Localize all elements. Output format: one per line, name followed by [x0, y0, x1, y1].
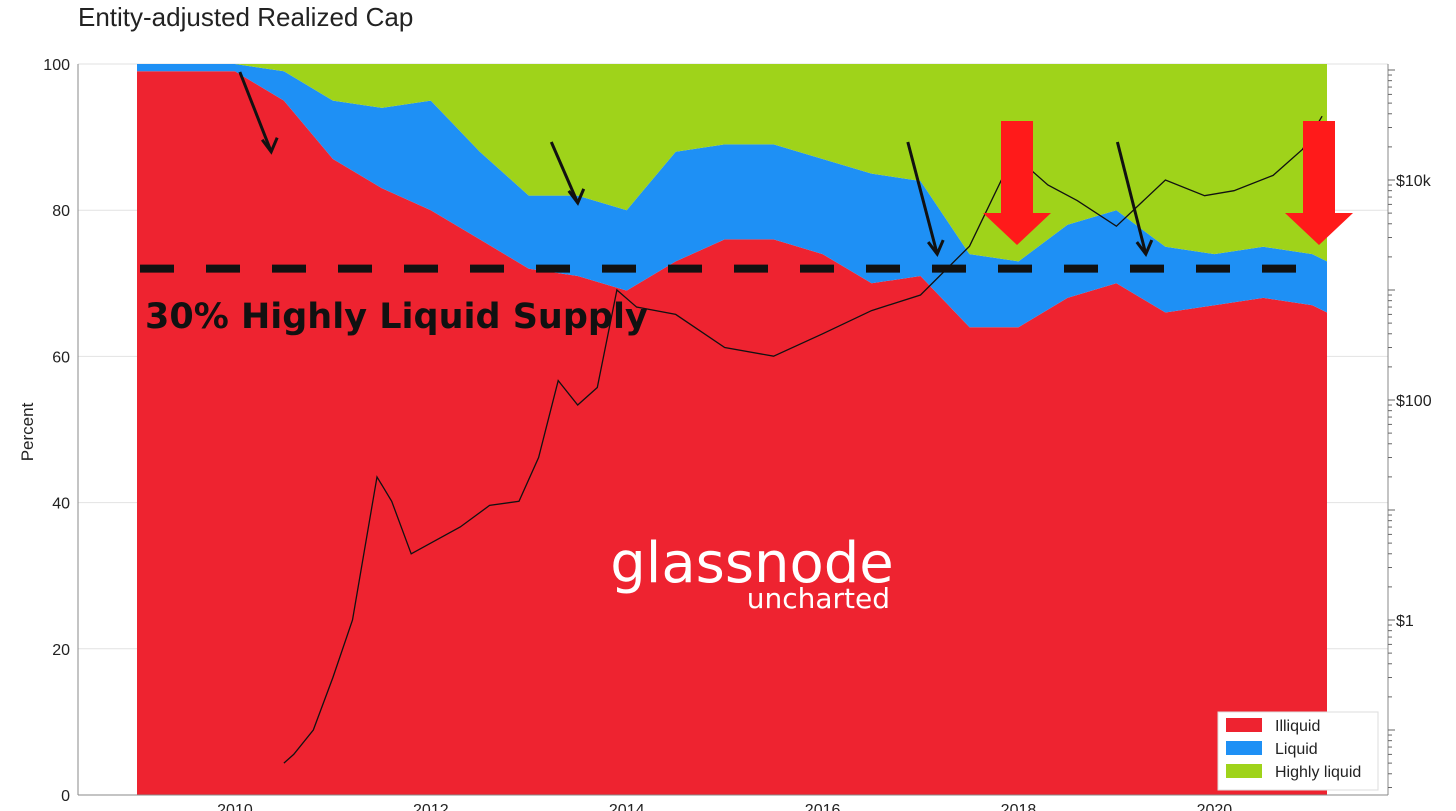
x-tick-label: 2014 [609, 802, 645, 811]
annotation-arrow [238, 71, 273, 153]
annotation-arrowhead [1135, 239, 1154, 258]
area-liquid [137, 64, 1327, 328]
big-red-down-arrow [983, 121, 1051, 245]
y-tick-label: 0 [61, 788, 70, 805]
annotation-arrow [906, 141, 939, 255]
annotation-arrow [1115, 141, 1148, 255]
big-red-down-arrow [1285, 121, 1353, 245]
legend-swatch [1226, 741, 1262, 755]
y-tick-label: 40 [52, 496, 70, 513]
y-tick-label: 20 [52, 642, 70, 659]
y-axis-label: Percent [18, 402, 37, 461]
area-illiquid [137, 71, 1327, 796]
annotation-highly-liquid-supply: 30% Highly Liquid Supply [145, 297, 648, 337]
annotation-arrowhead [260, 137, 279, 155]
x-tick-label: 2012 [413, 802, 449, 811]
legend-label: Highly liquid [1275, 764, 1361, 781]
right-tick-label: $100 [1396, 393, 1432, 410]
axes: 0 20 40 60 80 100 2010 2012 2014 2016 2018 2020 $1 $1… [43, 57, 1431, 811]
chart-title: Entity-adjusted Realized Cap [78, 2, 414, 32]
annotation-arrowhead [567, 188, 586, 206]
right-tick-label: $10k [1396, 173, 1432, 190]
legend: Illiquid Liquid Highly liquid [1217, 711, 1379, 791]
legend-label: Liquid [1275, 741, 1318, 758]
x-tick-label: 2016 [805, 802, 841, 811]
price-line-layer [283, 115, 1323, 764]
x-tick-label: 2020 [1197, 802, 1233, 811]
annotation-arrow [549, 141, 580, 204]
annotation-arrowhead [926, 239, 945, 258]
right-tick-label: $1 [1396, 613, 1414, 630]
stacked-areas [137, 64, 1327, 796]
legend-swatch [1226, 718, 1262, 732]
y-tick-label: 60 [52, 349, 70, 366]
big-red-arrows-layer [983, 121, 1353, 245]
x-tick-label: 2018 [1001, 802, 1037, 811]
x-tick-label: 2010 [217, 802, 253, 811]
price-line [283, 115, 1323, 764]
y-tick-label: 80 [52, 203, 70, 220]
legend-label: Illiquid [1275, 718, 1320, 735]
brand-wordmark: glassnode [610, 531, 894, 596]
y-tick-label: 100 [43, 57, 70, 74]
small-arrows-layer [238, 71, 1154, 258]
brand-subtitle: uncharted [747, 582, 890, 615]
legend-swatch [1226, 764, 1262, 778]
